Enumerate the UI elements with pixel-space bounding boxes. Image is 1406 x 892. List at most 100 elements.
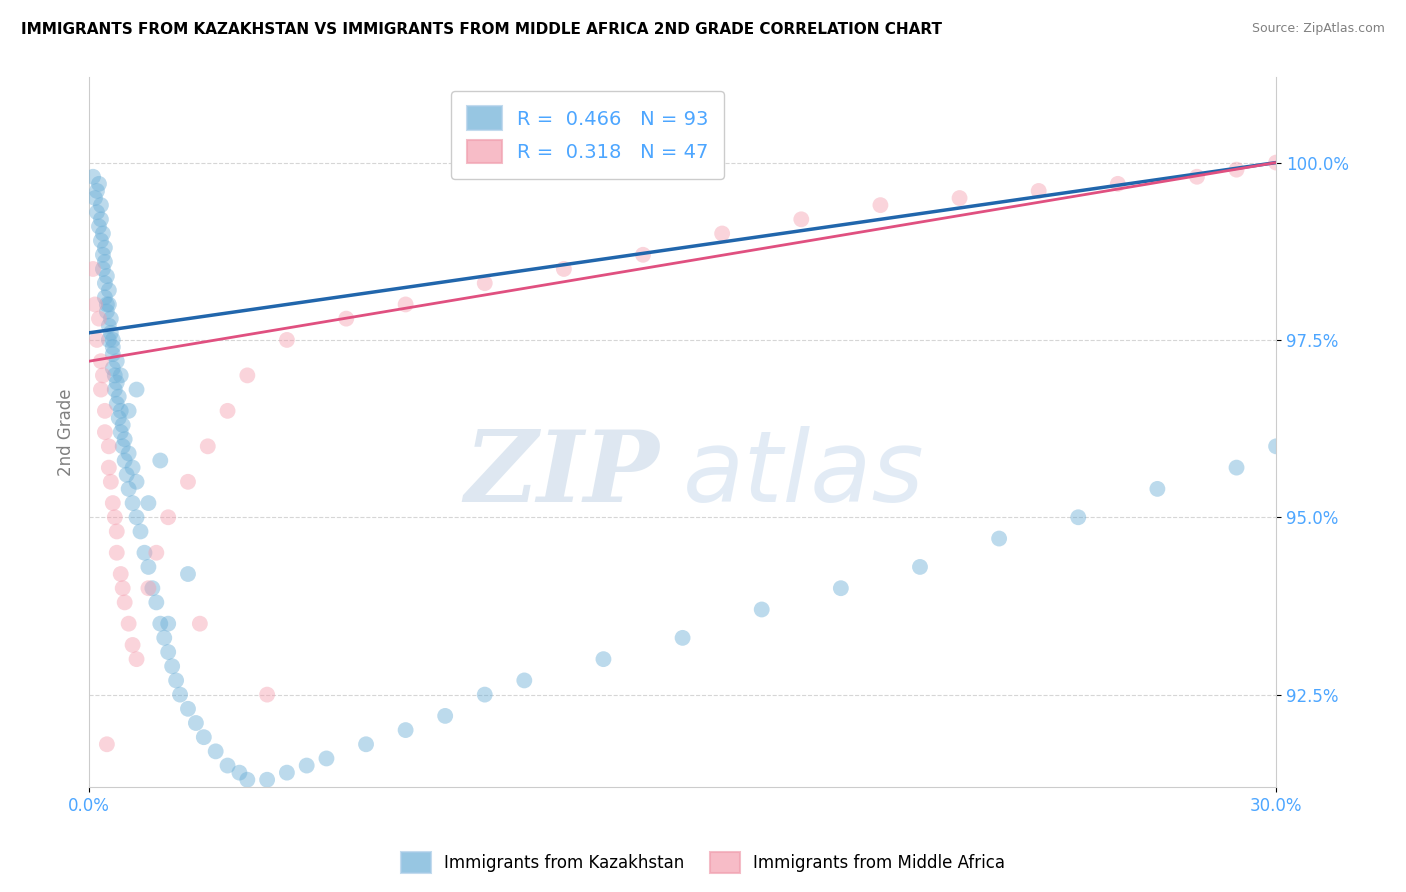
Point	[1185, 169, 1208, 184]
Point	[101, 347, 124, 361]
Point	[869, 198, 891, 212]
Point	[830, 581, 852, 595]
Point	[513, 673, 536, 688]
Point	[129, 524, 152, 539]
Point	[100, 326, 122, 340]
Point	[91, 368, 114, 383]
Point	[94, 276, 117, 290]
Point	[94, 425, 117, 439]
Point	[1067, 510, 1090, 524]
Point	[84, 191, 107, 205]
Point	[94, 290, 117, 304]
Point	[91, 248, 114, 262]
Point	[1265, 155, 1288, 169]
Point	[90, 234, 112, 248]
Text: IMMIGRANTS FROM KAZAKHSTAN VS IMMIGRANTS FROM MIDDLE AFRICA 2ND GRADE CORRELATIO: IMMIGRANTS FROM KAZAKHSTAN VS IMMIGRANTS…	[21, 22, 942, 37]
Point	[90, 354, 112, 368]
Point	[434, 709, 457, 723]
Point	[115, 467, 138, 482]
Point	[153, 631, 176, 645]
Legend: Immigrants from Kazakhstan, Immigrants from Middle Africa: Immigrants from Kazakhstan, Immigrants f…	[394, 846, 1012, 880]
Point	[125, 475, 148, 489]
Point	[82, 169, 104, 184]
Point	[141, 581, 163, 595]
Point	[117, 482, 139, 496]
Point	[94, 255, 117, 269]
Point	[125, 510, 148, 524]
Point	[97, 439, 120, 453]
Point	[184, 716, 207, 731]
Point	[295, 758, 318, 772]
Point	[193, 730, 215, 744]
Point	[217, 404, 239, 418]
Point	[96, 268, 118, 283]
Point	[86, 205, 108, 219]
Point	[157, 645, 180, 659]
Point	[110, 425, 132, 439]
Point	[474, 276, 496, 290]
Point	[114, 432, 136, 446]
Point	[988, 532, 1011, 546]
Point	[87, 177, 110, 191]
Point	[592, 652, 614, 666]
Point	[90, 212, 112, 227]
Point	[114, 453, 136, 467]
Point	[107, 390, 129, 404]
Point	[96, 304, 118, 318]
Point	[149, 616, 172, 631]
Point	[94, 241, 117, 255]
Point	[157, 616, 180, 631]
Point	[1146, 482, 1168, 496]
Point	[335, 311, 357, 326]
Point	[97, 297, 120, 311]
Point	[157, 510, 180, 524]
Point	[790, 212, 813, 227]
Point	[256, 688, 278, 702]
Text: atlas: atlas	[682, 426, 924, 524]
Point	[165, 673, 187, 688]
Text: Source: ZipAtlas.com: Source: ZipAtlas.com	[1251, 22, 1385, 36]
Point	[100, 311, 122, 326]
Point	[1107, 177, 1129, 191]
Point	[105, 546, 128, 560]
Point	[177, 475, 200, 489]
Point	[105, 524, 128, 539]
Point	[553, 262, 575, 277]
Point	[125, 652, 148, 666]
Point	[86, 184, 108, 198]
Point	[948, 191, 970, 205]
Point	[236, 772, 259, 787]
Point	[82, 262, 104, 277]
Point	[90, 198, 112, 212]
Point	[91, 227, 114, 241]
Point	[105, 397, 128, 411]
Point	[908, 560, 931, 574]
Point	[117, 446, 139, 460]
Point	[1265, 439, 1288, 453]
Point	[1225, 162, 1247, 177]
Point	[105, 376, 128, 390]
Point	[228, 765, 250, 780]
Point	[125, 383, 148, 397]
Point	[97, 318, 120, 333]
Text: ZIP: ZIP	[464, 426, 659, 523]
Point	[276, 333, 298, 347]
Point	[114, 595, 136, 609]
Point	[91, 262, 114, 277]
Point	[236, 368, 259, 383]
Point	[1028, 184, 1050, 198]
Point	[145, 546, 167, 560]
Point	[105, 354, 128, 368]
Point	[394, 723, 416, 737]
Point	[160, 659, 183, 673]
Point	[94, 404, 117, 418]
Point	[188, 616, 211, 631]
Point	[1225, 460, 1247, 475]
Point	[117, 616, 139, 631]
Point	[315, 751, 337, 765]
Point	[110, 368, 132, 383]
Point	[100, 475, 122, 489]
Point	[138, 560, 160, 574]
Point	[145, 595, 167, 609]
Point	[101, 333, 124, 347]
